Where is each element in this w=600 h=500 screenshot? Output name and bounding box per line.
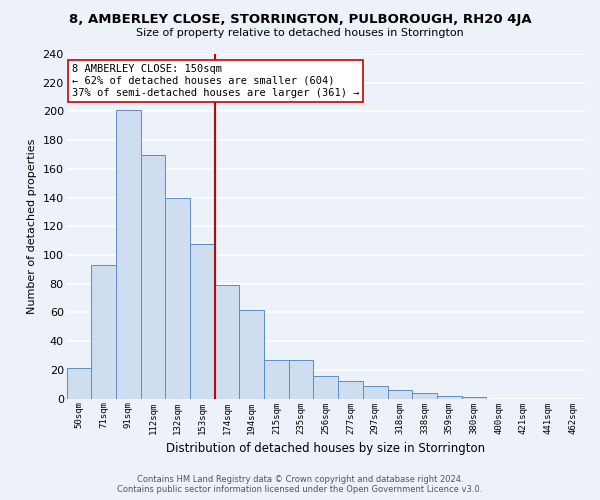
Text: 8, AMBERLEY CLOSE, STORRINGTON, PULBOROUGH, RH20 4JA: 8, AMBERLEY CLOSE, STORRINGTON, PULBOROU… bbox=[68, 12, 532, 26]
Bar bbox=[166, 198, 190, 398]
Bar bbox=[338, 382, 363, 398]
Text: Size of property relative to detached houses in Storrington: Size of property relative to detached ho… bbox=[136, 28, 464, 38]
X-axis label: Distribution of detached houses by size in Storrington: Distribution of detached houses by size … bbox=[166, 442, 485, 455]
Text: Contains HM Land Registry data © Crown copyright and database right 2024.
Contai: Contains HM Land Registry data © Crown c… bbox=[118, 474, 482, 494]
Bar bbox=[264, 360, 289, 399]
Bar bbox=[140, 154, 166, 398]
Bar bbox=[67, 368, 91, 398]
Bar bbox=[461, 397, 486, 398]
Bar bbox=[215, 285, 239, 399]
Bar bbox=[437, 396, 461, 398]
Bar bbox=[239, 310, 264, 398]
Bar bbox=[412, 393, 437, 398]
Bar bbox=[363, 386, 388, 398]
Bar bbox=[289, 360, 313, 399]
Bar bbox=[91, 265, 116, 398]
Bar bbox=[388, 390, 412, 398]
Bar bbox=[190, 244, 215, 398]
Bar bbox=[313, 376, 338, 398]
Text: 8 AMBERLEY CLOSE: 150sqm
← 62% of detached houses are smaller (604)
37% of semi-: 8 AMBERLEY CLOSE: 150sqm ← 62% of detach… bbox=[72, 64, 359, 98]
Bar bbox=[116, 110, 140, 399]
Y-axis label: Number of detached properties: Number of detached properties bbox=[27, 138, 37, 314]
